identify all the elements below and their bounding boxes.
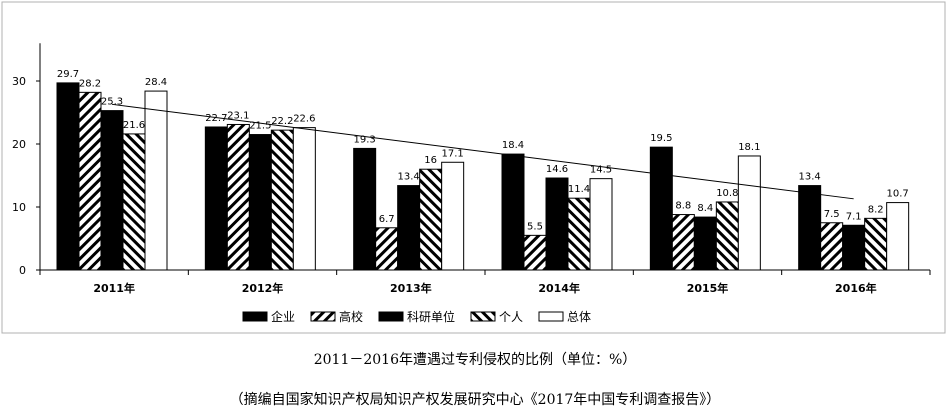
data-label: 11.4 bbox=[568, 184, 590, 195]
legend-label: 总体 bbox=[567, 310, 591, 324]
bar bbox=[78, 91, 102, 271]
x-tick-label: 2013年 bbox=[390, 281, 432, 295]
bar bbox=[523, 234, 547, 271]
bar bbox=[820, 222, 844, 271]
data-label: 23.1 bbox=[227, 110, 249, 121]
bar bbox=[419, 168, 443, 271]
legend-swatch bbox=[242, 311, 268, 322]
bar bbox=[100, 110, 124, 271]
bar bbox=[375, 227, 399, 271]
axes: 0 10 20 30 2011年 2012年 2013年 2014年 2015年 2016年 bbox=[12, 43, 931, 295]
bars bbox=[56, 82, 910, 271]
legend-swatch bbox=[310, 311, 336, 322]
legend-swatch bbox=[538, 311, 564, 322]
data-label: 8.4 bbox=[697, 203, 713, 214]
legend-swatch bbox=[470, 311, 496, 322]
legend-label: 企业 bbox=[271, 309, 295, 324]
data-labels: 29.728.225.3 21.6 28.4 22.7 23.121.5 22.2 22.6… bbox=[57, 69, 909, 232]
bar bbox=[649, 146, 673, 271]
data-label: 25.3 bbox=[101, 97, 123, 108]
bar bbox=[886, 202, 910, 271]
bar bbox=[397, 185, 421, 271]
data-label: 8.8 bbox=[675, 201, 691, 212]
trend-line bbox=[111, 103, 854, 200]
bar bbox=[715, 201, 739, 271]
data-label: 21.6 bbox=[123, 120, 145, 131]
bar bbox=[737, 155, 761, 271]
data-label: 10.7 bbox=[887, 189, 909, 200]
legend-swatch bbox=[378, 311, 404, 322]
data-label: 29.7 bbox=[57, 69, 79, 80]
bar bbox=[693, 216, 717, 271]
bar bbox=[864, 217, 888, 271]
data-label: 18.1 bbox=[738, 142, 760, 153]
chart-title: 2011－2016年遭遇过专利侵权的比例（单位：%） bbox=[313, 352, 637, 368]
bar bbox=[204, 126, 228, 271]
data-label: 17.1 bbox=[442, 148, 464, 159]
legend-label: 个人 bbox=[499, 310, 523, 324]
data-label: 18.4 bbox=[502, 140, 524, 151]
data-label: 19.3 bbox=[354, 134, 376, 145]
data-label: 13.4 bbox=[398, 172, 420, 183]
bar bbox=[501, 153, 525, 271]
y-tick-label: 10 bbox=[12, 201, 26, 214]
x-tick-label: 2011年 bbox=[93, 281, 135, 295]
chart-border bbox=[1, 1, 946, 334]
data-label: 14.6 bbox=[546, 164, 568, 175]
legend-label: 高校 bbox=[339, 309, 363, 324]
data-label: 7.1 bbox=[846, 211, 862, 222]
bar bbox=[270, 129, 294, 271]
data-label: 21.5 bbox=[249, 121, 271, 132]
data-label: 8.2 bbox=[868, 204, 884, 215]
data-label: 5.5 bbox=[527, 221, 543, 232]
bar bbox=[122, 133, 146, 271]
data-label: 13.4 bbox=[799, 172, 821, 183]
bar bbox=[248, 134, 272, 271]
bar bbox=[798, 185, 822, 271]
data-label: 22.2 bbox=[271, 116, 293, 127]
bar bbox=[353, 147, 377, 271]
data-label: 28.2 bbox=[79, 78, 101, 89]
data-label: 19.5 bbox=[650, 133, 672, 144]
bar bbox=[842, 224, 866, 271]
y-tick-label: 30 bbox=[12, 75, 26, 88]
data-label: 28.4 bbox=[145, 77, 167, 88]
x-tick-label: 2012年 bbox=[242, 281, 284, 295]
data-label: 22.6 bbox=[293, 114, 315, 125]
bar bbox=[671, 214, 695, 271]
bar bbox=[144, 90, 168, 271]
data-label: 16 bbox=[424, 155, 437, 166]
chart-source: （摘编自国家知识产权局知识产权发展研究中心《2017年中国专利调查报告》） bbox=[229, 392, 721, 408]
x-tick-label: 2016年 bbox=[835, 281, 877, 295]
y-tick-label: 20 bbox=[12, 138, 26, 151]
bar bbox=[567, 197, 591, 271]
bar bbox=[441, 161, 465, 271]
legend: 企业 高校 科研单位 个人 总体 bbox=[242, 309, 591, 324]
y-tick-label: 0 bbox=[19, 264, 26, 277]
bar bbox=[226, 123, 250, 271]
bar bbox=[545, 177, 569, 271]
x-tick-label: 2015年 bbox=[687, 281, 729, 295]
bar bbox=[292, 127, 316, 271]
data-label: 10.8 bbox=[716, 188, 738, 199]
data-label: 22.7 bbox=[205, 113, 227, 124]
data-label: 14.5 bbox=[590, 165, 612, 176]
x-tick-label: 2014年 bbox=[538, 281, 580, 295]
bar bbox=[56, 82, 80, 271]
data-label: 6.7 bbox=[379, 214, 395, 225]
legend-label: 科研单位 bbox=[407, 309, 455, 324]
data-label: 7.5 bbox=[824, 209, 840, 220]
trend-line-segment bbox=[111, 103, 854, 200]
bar bbox=[589, 178, 613, 271]
